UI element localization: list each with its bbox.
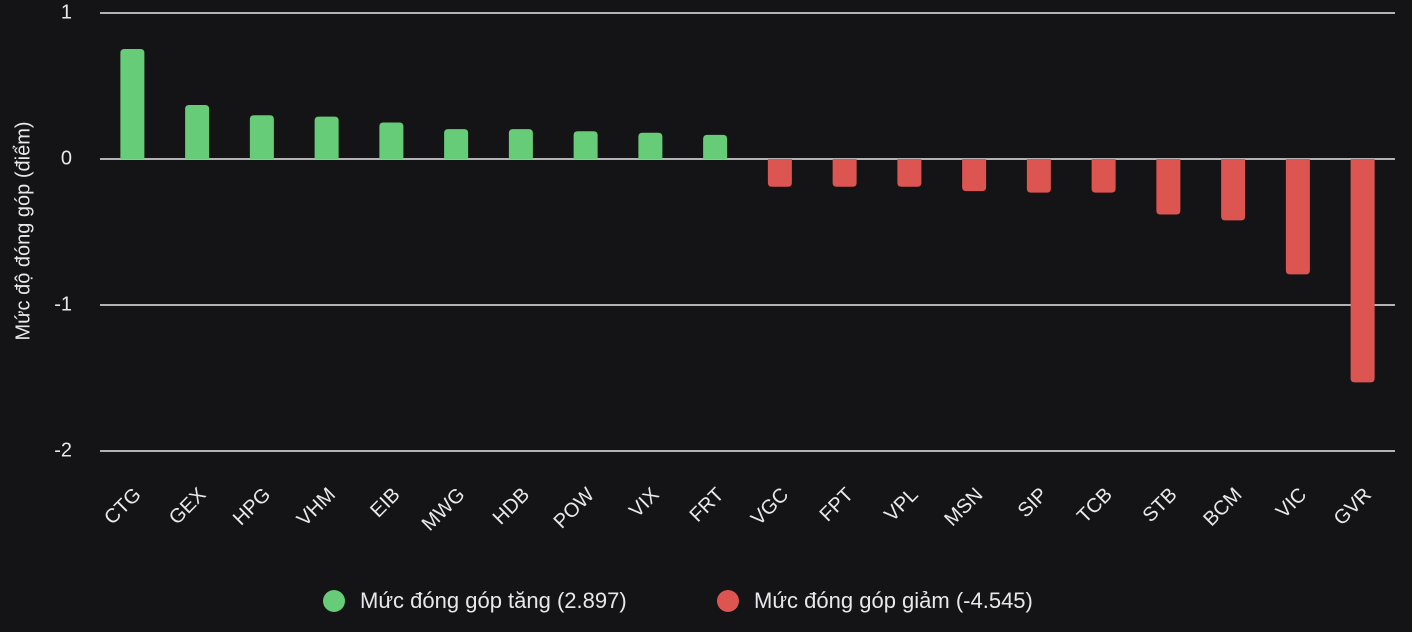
x-tick-label: VHM [293,484,340,531]
bar [1350,159,1375,383]
x-tick-label: MSN [940,484,987,531]
x-tick-label: EIB [366,484,404,522]
bar [379,122,404,159]
x-tick-label: VPL [880,484,922,526]
bar [767,159,792,187]
x-tick-label: FRT [686,484,729,527]
bar [638,132,663,159]
bar [962,159,987,192]
bar [508,129,533,159]
x-tick-label: BCM [1199,484,1246,531]
legend-label: Mức đóng góp giảm (-4.545) [754,588,1033,613]
bar [444,129,469,159]
x-tick-label: GVR [1330,484,1376,530]
bar [1091,159,1116,193]
x-tick-label: VIC [1272,484,1311,523]
bar [703,134,728,159]
bar [185,104,210,159]
bar [1285,159,1310,275]
x-tick-label: HDB [489,484,534,529]
y-tick-label: -1 [54,293,72,315]
bar [314,116,339,159]
x-tick-label: VIX [625,484,663,522]
x-tick-label: GEX [165,484,210,529]
legend-marker [717,590,739,612]
x-tick-label: STB [1139,484,1182,527]
x-tick-label: HPG [229,484,275,530]
y-tick-label: 1 [61,1,72,23]
x-tick-label: SIP [1014,484,1052,522]
bar [832,159,857,187]
x-tick-label: FPT [816,484,858,526]
y-tick-label: 0 [61,147,72,169]
bar [1156,159,1181,215]
bar [573,131,598,159]
y-axis-label: Mức độ đóng góp (điểm) [12,121,34,340]
bar [1221,159,1246,221]
bar [897,159,922,187]
y-tick-label: -2 [54,439,72,461]
legend-label: Mức đóng góp tăng (2.897) [360,588,627,613]
x-tick-label: MWG [418,484,470,536]
bar [1026,159,1051,193]
x-tick-label: POW [550,484,599,533]
x-tick-label: TCB [1073,484,1117,528]
bar [249,115,274,159]
legend-marker [323,590,345,612]
bar [120,49,145,160]
x-tick-label: VGC [747,484,793,530]
x-tick-label: CTG [100,484,145,529]
